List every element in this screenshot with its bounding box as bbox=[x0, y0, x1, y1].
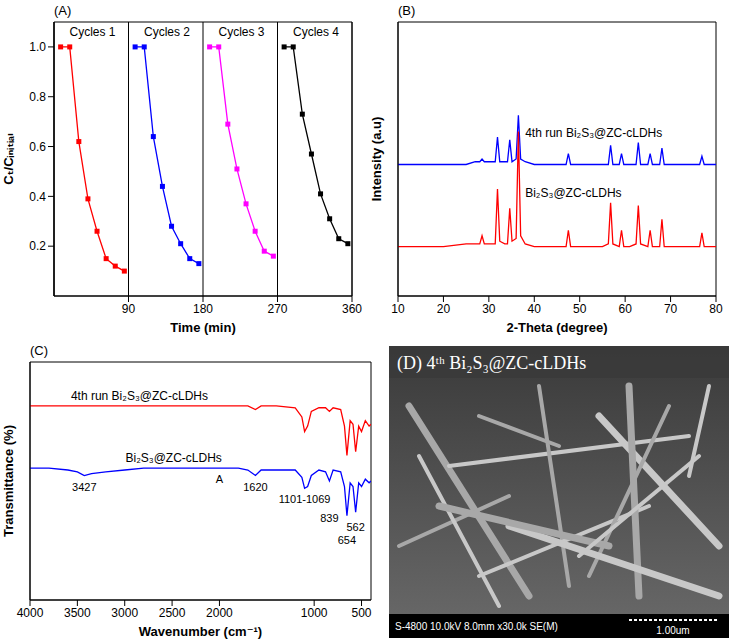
svg-text:3427: 3427 bbox=[72, 481, 96, 493]
svg-text:50: 50 bbox=[573, 302, 587, 316]
svg-text:(D) 4ᵗʰ Bi₂S₃@ZC-cLDHs: (D) 4ᵗʰ Bi₂S₃@ZC-cLDHs bbox=[397, 353, 586, 374]
svg-text:2000: 2000 bbox=[206, 606, 233, 620]
svg-text:20: 20 bbox=[437, 302, 451, 316]
svg-text:Cycles 2: Cycles 2 bbox=[144, 25, 190, 39]
svg-text:Transmittance (%): Transmittance (%) bbox=[1, 425, 16, 537]
svg-text:360: 360 bbox=[342, 302, 362, 316]
svg-text:Time (min): Time (min) bbox=[170, 320, 236, 335]
svg-text:Cₜ/Cᵢₙᵢₜᵢₐₗ: Cₜ/Cᵢₙᵢₜᵢₐₗ bbox=[1, 133, 16, 185]
svg-text:1.00um: 1.00um bbox=[656, 625, 689, 636]
svg-text:90: 90 bbox=[122, 302, 136, 316]
svg-text:30: 30 bbox=[482, 302, 496, 316]
svg-text:0.8: 0.8 bbox=[29, 90, 46, 104]
svg-text:Cycles 4: Cycles 4 bbox=[293, 25, 339, 39]
svg-text:(C): (C) bbox=[30, 343, 48, 358]
svg-text:4th run Bi₂S₃@ZC-cLDHs: 4th run Bi₂S₃@ZC-cLDHs bbox=[71, 389, 208, 403]
svg-text:A: A bbox=[216, 473, 224, 485]
svg-text:Bi₂S₃@ZC-cLDHs: Bi₂S₃@ZC-cLDHs bbox=[125, 451, 221, 465]
svg-text:0.2: 0.2 bbox=[29, 239, 46, 253]
svg-text:562: 562 bbox=[346, 521, 364, 533]
svg-text:180: 180 bbox=[193, 302, 213, 316]
svg-text:1000: 1000 bbox=[301, 606, 328, 620]
svg-text:Cycles 3: Cycles 3 bbox=[218, 25, 264, 39]
svg-text:2500: 2500 bbox=[159, 606, 186, 620]
svg-text:4000: 4000 bbox=[17, 606, 44, 620]
svg-text:0.6: 0.6 bbox=[29, 140, 46, 154]
svg-text:(B): (B) bbox=[398, 3, 415, 18]
svg-text:Bi₂S₃@ZC-cLDHs: Bi₂S₃@ZC-cLDHs bbox=[525, 186, 621, 200]
svg-text:2-Theta (degree): 2-Theta (degree) bbox=[506, 320, 607, 335]
svg-text:80: 80 bbox=[709, 302, 723, 316]
svg-text:(A): (A) bbox=[54, 3, 71, 18]
svg-text:Cycles 1: Cycles 1 bbox=[69, 25, 115, 39]
svg-text:3000: 3000 bbox=[111, 606, 138, 620]
svg-text:10: 10 bbox=[391, 302, 405, 316]
svg-text:Wavenumber (cm⁻¹): Wavenumber (cm⁻¹) bbox=[139, 624, 262, 639]
svg-text:1.0: 1.0 bbox=[29, 40, 46, 54]
svg-text:0.4: 0.4 bbox=[29, 190, 46, 204]
svg-text:654: 654 bbox=[338, 534, 356, 546]
svg-text:S-4800 10.0kV 8.0mm x30.0k SE(: S-4800 10.0kV 8.0mm x30.0k SE(M) bbox=[395, 621, 558, 632]
svg-text:4th run Bi₂S₃@ZC-cLDHs: 4th run Bi₂S₃@ZC-cLDHs bbox=[525, 126, 662, 140]
svg-text:3500: 3500 bbox=[64, 606, 91, 620]
svg-text:Intensity (a.u): Intensity (a.u) bbox=[369, 117, 384, 202]
svg-text:1620: 1620 bbox=[243, 481, 267, 493]
svg-text:70: 70 bbox=[664, 302, 678, 316]
svg-text:839: 839 bbox=[320, 512, 338, 524]
svg-text:1101-1069: 1101-1069 bbox=[279, 493, 331, 505]
svg-text:40: 40 bbox=[528, 302, 542, 316]
svg-text:500: 500 bbox=[352, 606, 372, 620]
svg-text:270: 270 bbox=[267, 302, 287, 316]
svg-text:60: 60 bbox=[618, 302, 632, 316]
